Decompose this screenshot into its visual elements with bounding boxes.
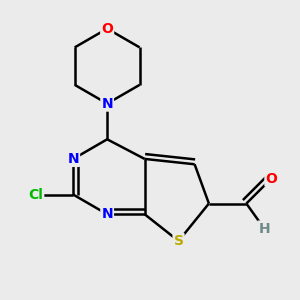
- Text: Cl: Cl: [28, 188, 43, 202]
- Text: O: O: [101, 22, 113, 36]
- Text: N: N: [101, 97, 113, 111]
- Text: N: N: [101, 207, 113, 221]
- Text: O: O: [266, 172, 277, 186]
- Text: N: N: [68, 152, 79, 166]
- Text: H: H: [258, 221, 270, 236]
- Text: S: S: [174, 234, 184, 248]
